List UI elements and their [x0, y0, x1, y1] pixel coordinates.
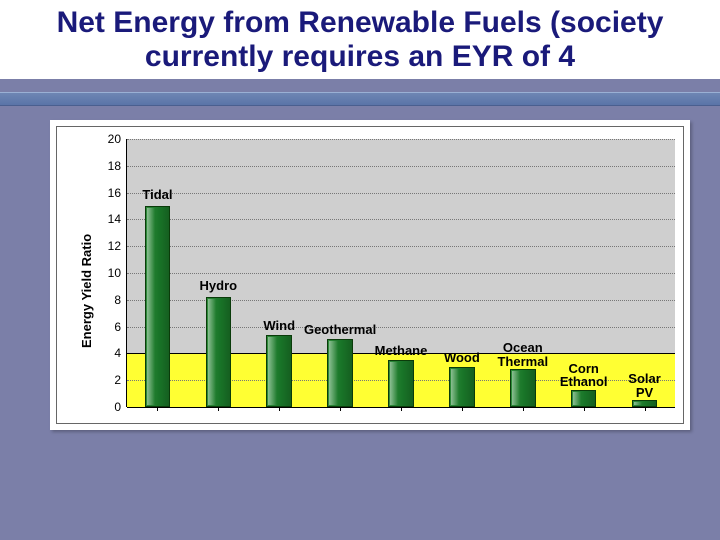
x-tick: [340, 407, 341, 411]
x-tick: [157, 407, 158, 411]
bar: [266, 335, 292, 407]
gridline: [127, 219, 675, 220]
y-tick-label: 10: [108, 266, 127, 280]
x-tick: [218, 407, 219, 411]
accent-bar: [0, 92, 720, 106]
x-tick: [584, 407, 585, 411]
y-tick-label: 14: [108, 212, 127, 226]
gridline: [127, 139, 675, 140]
bar: [206, 297, 232, 407]
bar: [571, 390, 597, 407]
chart-card: 02468101214161820TidalHydroWindGeotherma…: [50, 120, 690, 430]
y-tick-label: 20: [108, 132, 127, 146]
bar: [449, 367, 475, 407]
bar: [510, 369, 536, 407]
gridline: [127, 193, 675, 194]
y-tick-label: 18: [108, 159, 127, 173]
plot-area: 02468101214161820TidalHydroWindGeotherma…: [127, 139, 675, 407]
x-tick: [401, 407, 402, 411]
bar-label: Solar PV: [599, 372, 690, 399]
bar: [145, 206, 171, 407]
slide-title: Net Energy from Renewable Fuels (society…: [8, 6, 712, 73]
gridline: [127, 166, 675, 167]
bar: [632, 400, 658, 407]
x-tick: [279, 407, 280, 411]
x-tick: [645, 407, 646, 411]
bar: [388, 360, 414, 407]
bar: [327, 339, 353, 407]
x-tick: [523, 407, 524, 411]
gridline: [127, 246, 675, 247]
slide: Net Energy from Renewable Fuels (society…: [0, 0, 720, 540]
bar-label: Geothermal: [294, 323, 385, 337]
x-tick: [462, 407, 463, 411]
gridline: [127, 273, 675, 274]
title-container: Net Energy from Renewable Fuels (society…: [0, 0, 720, 79]
bar-label: Tidal: [112, 188, 203, 202]
chart-frame: 02468101214161820TidalHydroWindGeotherma…: [56, 126, 684, 424]
y-axis-line: [126, 139, 127, 407]
bar-label: Hydro: [173, 279, 264, 293]
y-axis-label: Energy Yield Ratio: [79, 234, 94, 348]
y-tick-label: 12: [108, 239, 127, 253]
